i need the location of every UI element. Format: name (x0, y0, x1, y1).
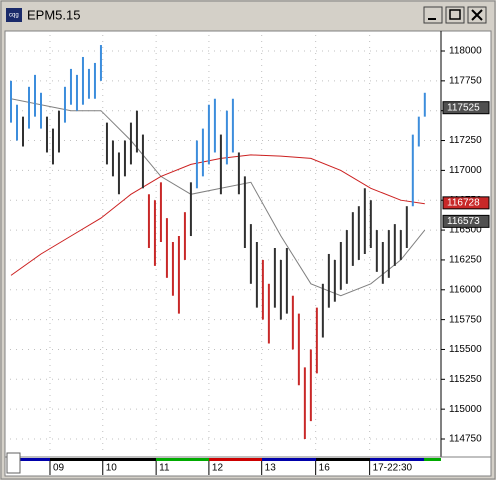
close-glyph (471, 9, 483, 21)
session-segment (20, 458, 50, 461)
price-marker-label: 117525 (447, 102, 480, 113)
x-tick-label: 13 (265, 463, 277, 474)
maximize-glyph (449, 9, 461, 20)
price-marker-box (442, 101, 490, 115)
y-tick-label: 117250 (449, 135, 482, 146)
app-icon-glyph: cqg (9, 13, 19, 19)
session-segment (209, 458, 262, 461)
price-marker-box (442, 214, 490, 228)
y-tick-label: 116500 (449, 225, 482, 236)
window-title: EPM5.15 (27, 7, 80, 22)
y-tick-label: 115750 (449, 314, 482, 325)
y-tick-label: 117000 (449, 165, 482, 176)
title-bar (3, 3, 493, 27)
y-tick-label: 116000 (449, 284, 482, 295)
x-tick-label: 10 (106, 463, 118, 474)
price-marker-label: 116728 (447, 197, 480, 208)
price-marker-label: 116573 (447, 216, 480, 227)
y-tick-label: 117750 (449, 75, 482, 86)
minimize-button[interactable] (423, 6, 443, 24)
x-tick-label: 16 (319, 463, 331, 474)
y-tick-label: 115500 (449, 344, 482, 355)
y-tick-label: 118000 (449, 46, 482, 57)
session-segment (262, 458, 316, 461)
plot-background (4, 30, 492, 458)
y-tick-label: 114750 (449, 434, 482, 445)
session-segment (316, 458, 370, 461)
y-tick-label: 115000 (449, 404, 482, 415)
price-marker-box (442, 196, 490, 210)
window-buttons[interactable] (423, 6, 487, 24)
x-tick-label: 11 (159, 463, 170, 474)
y-tick-label: 116250 (449, 255, 482, 266)
y-tick-label: 115250 (449, 374, 482, 385)
session-strip (20, 458, 441, 461)
x-tick-label: 12 (212, 463, 224, 474)
session-segment (370, 458, 424, 461)
x-tick-label: 17-22:30 (373, 463, 413, 474)
x-tick-label: 09 (53, 463, 65, 474)
session-segment (50, 458, 156, 461)
scroll-box[interactable] (6, 452, 21, 474)
app-icon (6, 8, 22, 22)
session-segment (156, 458, 209, 461)
session-segment (424, 458, 441, 461)
